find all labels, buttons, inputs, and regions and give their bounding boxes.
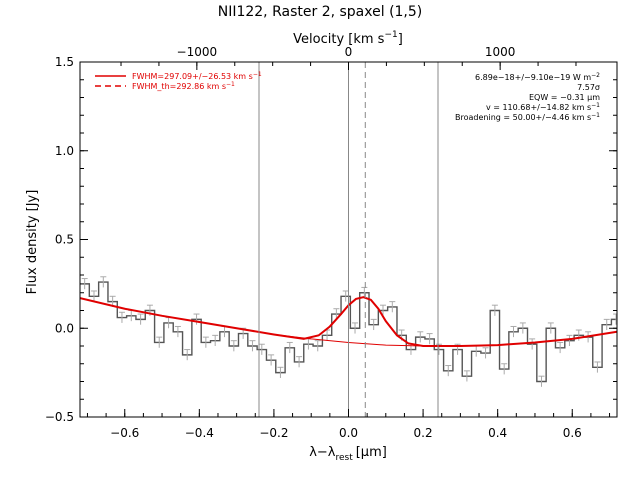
x-tick-label: −0.2 xyxy=(259,426,288,440)
chart-title: NII122, Raster 2, spaxel (1,5) xyxy=(218,4,423,20)
legend-label: FWHM=297.09+/−26.53 km s−1 xyxy=(132,71,262,81)
legend: FWHM=297.09+/−26.53 km s−1FWHM_th=292.86… xyxy=(95,71,262,91)
x-tick-label: 0.6 xyxy=(563,426,582,440)
annotation-text: 7.57σ xyxy=(577,83,600,92)
spectrum-series xyxy=(80,281,617,383)
top-tick-label: −1000 xyxy=(177,45,218,59)
annotation-text: Broadening = 50.00+/−4.46 km s−1 xyxy=(455,112,600,122)
x-axis-label: λ−λrest [μm] xyxy=(309,445,387,463)
y-tick-label: 1.5 xyxy=(55,55,74,69)
fit-series xyxy=(80,296,617,347)
x-tick-label: 0.2 xyxy=(414,426,433,440)
annotation-text: v = 110.68+/−14.82 km s−1 xyxy=(486,102,600,112)
top-tick-label: 0 xyxy=(345,45,353,59)
y-tick-label: 0.0 xyxy=(55,321,74,335)
y-tick-label: 1.0 xyxy=(55,144,74,158)
x-tick-label: −0.6 xyxy=(110,426,139,440)
y-tick-label: −0.5 xyxy=(45,410,74,424)
annotation-text: EQW = −0.31 μm xyxy=(529,93,600,102)
x-tick-label: −0.4 xyxy=(185,426,214,440)
x-tick-label: 0.4 xyxy=(488,426,507,440)
y-tick-label: 0.5 xyxy=(55,233,74,247)
top-axis-label: Velocity [km s−1] xyxy=(293,30,403,47)
top-tick-label: 1000 xyxy=(485,45,516,59)
legend-label: FWHM_th=292.86 km s−1 xyxy=(132,81,235,91)
x-tick-label: 0.0 xyxy=(339,426,358,440)
y-axis-label: Flux density [Jy] xyxy=(25,190,40,295)
annotation-text: 6.89e−18+/−9.10e−19 W m−2 xyxy=(475,72,600,82)
